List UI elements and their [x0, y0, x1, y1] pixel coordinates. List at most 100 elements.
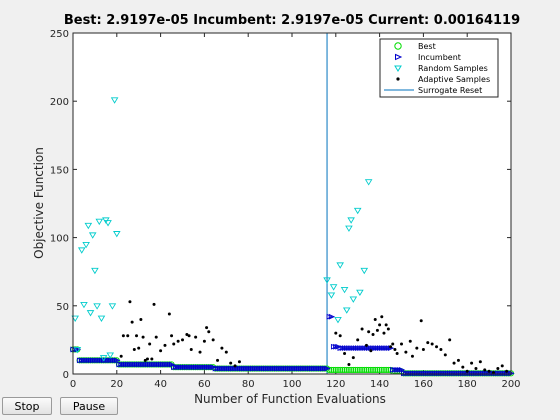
- random-sample-point: [336, 262, 344, 269]
- stop-button[interactable]: Stop: [2, 397, 52, 415]
- adaptive-sample-point: [132, 347, 136, 351]
- legend-adaptive-label: Adaptive Samples: [418, 75, 490, 84]
- pause-button[interactable]: Pause: [60, 397, 118, 415]
- adaptive-sample-point: [224, 350, 228, 354]
- adaptive-sample-point: [470, 361, 474, 365]
- random-sample-point: [84, 222, 93, 230]
- chart-title: Best: 2.9197e-05 Incumbent: 2.9197e-05 C…: [64, 13, 520, 28]
- y-tick-label: 0: [63, 370, 69, 381]
- random-sample-point: [108, 303, 117, 310]
- adaptive-sample-point: [367, 330, 371, 334]
- adaptive-sample-point: [135, 334, 139, 338]
- adaptive-sample-point: [189, 347, 193, 351]
- best-point: [328, 366, 335, 373]
- adaptive-sample-point: [360, 327, 364, 331]
- adaptive-sample-point: [456, 358, 460, 362]
- best-point: [359, 366, 366, 373]
- y-axis-label: Objective Function: [32, 147, 46, 259]
- y-tick-label: 100: [50, 234, 69, 245]
- random-sample-point: [93, 303, 101, 310]
- best-point: [337, 366, 344, 373]
- best-point: [350, 366, 357, 373]
- best-point: [339, 366, 346, 373]
- best-point: [345, 366, 352, 373]
- adaptive-sample-point: [152, 302, 156, 306]
- adaptive-sample-point: [478, 360, 482, 364]
- adaptive-sample-point: [452, 361, 456, 365]
- adaptive-sample-point: [378, 323, 382, 327]
- adaptive-sample-point: [343, 352, 347, 356]
- best-point: [369, 366, 377, 373]
- adaptive-sample-point: [172, 342, 176, 346]
- adaptive-sample-point: [421, 347, 425, 351]
- random-sample-point: [356, 289, 364, 297]
- x-tick-label: 120: [326, 379, 345, 390]
- random-sample-point: [347, 217, 355, 224]
- y-tick-label: 50: [56, 302, 69, 313]
- best-point: [332, 366, 339, 373]
- legend: Best Incumbent Random Samples Adaptive S…: [379, 38, 499, 98]
- adaptive-sample-point: [154, 335, 158, 339]
- adaptive-sample-point: [185, 332, 189, 336]
- x-tick-label: 140: [370, 379, 389, 390]
- best-point: [354, 366, 361, 373]
- adaptive-sample-point: [351, 356, 355, 360]
- best-point: [380, 366, 388, 373]
- random-sample-point: [364, 179, 373, 186]
- adaptive-sample-point: [128, 300, 132, 304]
- legend-adaptive-marker: [396, 77, 400, 81]
- x-tick-label: 100: [282, 379, 301, 390]
- adaptive-sample-point: [137, 346, 141, 350]
- best-point: [334, 366, 342, 373]
- random-sample-point: [86, 310, 95, 317]
- best-point: [343, 366, 350, 373]
- adaptive-sample-point: [386, 327, 390, 331]
- random-sample-point: [82, 241, 90, 249]
- legend-random-label: Random Samples: [418, 64, 488, 73]
- adaptive-sample-point: [500, 364, 504, 368]
- adaptive-sample-point: [435, 345, 439, 349]
- adaptive-sample-point: [229, 361, 233, 365]
- random-sample-point: [327, 292, 336, 299]
- incumbent-point: [114, 357, 121, 364]
- adaptive-sample-point: [389, 345, 393, 349]
- adaptive-sample-point: [150, 357, 154, 361]
- adaptive-sample-point: [176, 339, 180, 343]
- adaptive-sample-point: [141, 335, 145, 339]
- legend-best-marker: [394, 42, 402, 50]
- best-point: [352, 366, 359, 373]
- plot-frame: [72, 32, 512, 375]
- adaptive-sample-point: [382, 331, 386, 335]
- adaptive-sample-point: [448, 338, 452, 342]
- adaptive-sample-point: [410, 354, 414, 358]
- adaptive-sample-point: [181, 338, 184, 342]
- best-point: [365, 366, 372, 373]
- adaptive-sample-point: [474, 367, 478, 371]
- y-tick-label: 150: [50, 165, 69, 176]
- best-point: [356, 366, 363, 373]
- random-sample-point: [106, 352, 115, 359]
- adaptive-sample-point: [121, 334, 125, 338]
- adaptive-sample-point: [505, 369, 509, 373]
- x-tick-label: 20: [110, 379, 123, 390]
- x-tick-label: 40: [154, 379, 167, 390]
- x-tick-label: 80: [242, 379, 255, 390]
- adaptive-sample-point: [163, 343, 167, 347]
- random-sample-point: [99, 355, 108, 362]
- adaptive-sample-point: [139, 317, 143, 321]
- random-sample-point: [345, 225, 353, 232]
- adaptive-sample-point: [465, 369, 469, 373]
- adaptive-sample-point: [369, 349, 373, 353]
- best-point: [361, 366, 368, 373]
- legend-incumbent-label: Incumbent: [418, 53, 461, 62]
- adaptive-sample-point: [143, 358, 147, 362]
- random-sample-point: [360, 267, 369, 275]
- random-sample-point: [80, 301, 88, 309]
- adaptive-sample-point: [159, 349, 163, 353]
- best-point: [363, 366, 370, 373]
- random-sample-point: [104, 220, 112, 227]
- adaptive-sample-point: [491, 371, 495, 375]
- random-sample-point: [77, 247, 86, 254]
- random-sample-point: [334, 316, 342, 324]
